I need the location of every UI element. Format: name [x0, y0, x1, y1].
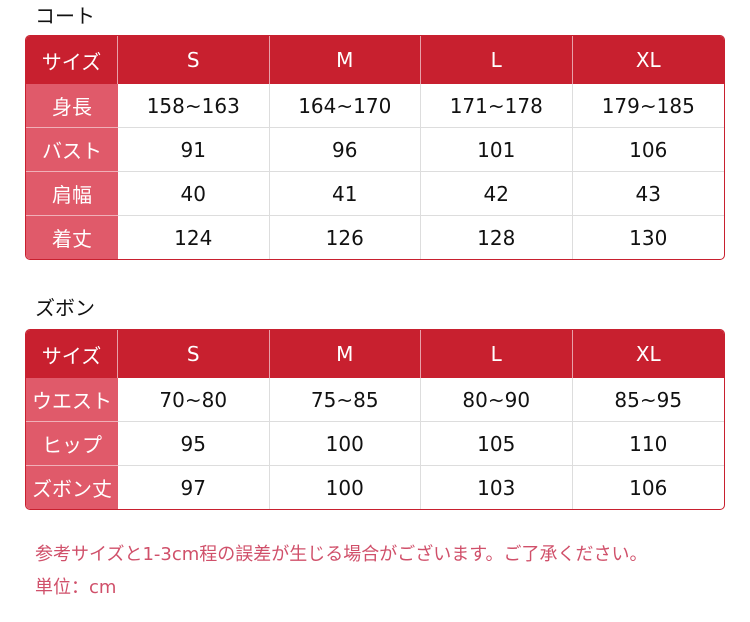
header-cell: サイズ: [26, 330, 118, 378]
table-cell: 75~85: [269, 378, 421, 422]
header-cell: L: [421, 330, 573, 378]
table-cell: 41: [269, 172, 421, 216]
table-cell: 128: [421, 216, 573, 259]
table-cell: 158~163: [118, 84, 270, 128]
table-cell: 97: [118, 466, 270, 509]
header-cell: L: [421, 36, 573, 84]
row-label: 肩幅: [26, 172, 118, 216]
row-label: ウエスト: [26, 378, 118, 422]
table-cell: 105: [421, 422, 573, 466]
table-cell: 106: [572, 128, 724, 172]
row-label: ヒップ: [26, 422, 118, 466]
table-cell: 130: [629, 225, 668, 250]
pants-title: ズボン: [35, 296, 95, 320]
table-cell: 95: [118, 422, 270, 466]
table-row: 肩幅 40 41 42 43: [26, 172, 724, 216]
pants-size-table: サイズ S M L XL ウエスト 70~80 75~85 80~90 85~95 ヒップ 95 100…: [25, 329, 725, 510]
coat-size-table: サイズ S M L XL 身長 158~163 164~170 171~178 179~185 バス…: [25, 35, 725, 260]
header-cell: S: [118, 330, 270, 378]
table-cell: 101: [421, 128, 573, 172]
table-cell: 124: [118, 216, 270, 259]
row-label: バスト: [26, 128, 118, 172]
header-cell: M: [269, 36, 421, 84]
unit-note: 単位：cm: [35, 577, 117, 598]
table-cell: 110: [572, 422, 724, 466]
table-row: ウエスト 70~80 75~85 80~90 85~95: [26, 378, 724, 422]
table-cell: 43: [572, 172, 724, 216]
header-cell: サイズ: [26, 36, 118, 84]
table-cell: 179~185: [572, 84, 724, 128]
table-row: バスト 91 96 101 106: [26, 128, 724, 172]
header-row: サイズ S M L XL: [26, 36, 724, 84]
row-label: ズボン丈: [26, 466, 118, 509]
table-cell: 91: [118, 128, 270, 172]
table-cell: 96: [269, 128, 421, 172]
row-label: 身長: [26, 84, 118, 128]
table-cell: 85~95: [572, 378, 724, 422]
table-cell: 126: [270, 216, 421, 259]
table-cell: 42: [421, 172, 573, 216]
table-cell: 103: [421, 466, 573, 509]
table-row: 着丈 124 126 128 130: [26, 216, 724, 259]
table-cell: 106: [629, 475, 668, 500]
header-cell: XL: [572, 36, 724, 84]
table-row: ヒップ 95 100 105 110: [26, 422, 724, 466]
header-cell: XL: [572, 330, 724, 378]
coat-title: コート: [35, 4, 95, 28]
header-cell: S: [118, 36, 270, 84]
table-cell: 164~170: [269, 84, 421, 128]
table-cell: 100: [269, 422, 421, 466]
table-row: 身長 158~163 164~170 171~178 179~185: [26, 84, 724, 128]
disclaimer-note: 参考サイズと1-3cm程の誤差が生じる場合がございます。ご了承ください。: [35, 544, 648, 565]
table-cell: 100: [270, 466, 421, 509]
table-row: ズボン丈 97 100 103 106: [26, 466, 724, 509]
table-cell: 40: [118, 172, 270, 216]
header-cell: M: [269, 330, 421, 378]
row-label: 着丈: [26, 216, 118, 259]
table-cell: 171~178: [421, 84, 573, 128]
table-cell: 70~80: [118, 378, 270, 422]
table-cell: 80~90: [421, 378, 573, 422]
header-row: サイズ S M L XL: [26, 330, 724, 378]
